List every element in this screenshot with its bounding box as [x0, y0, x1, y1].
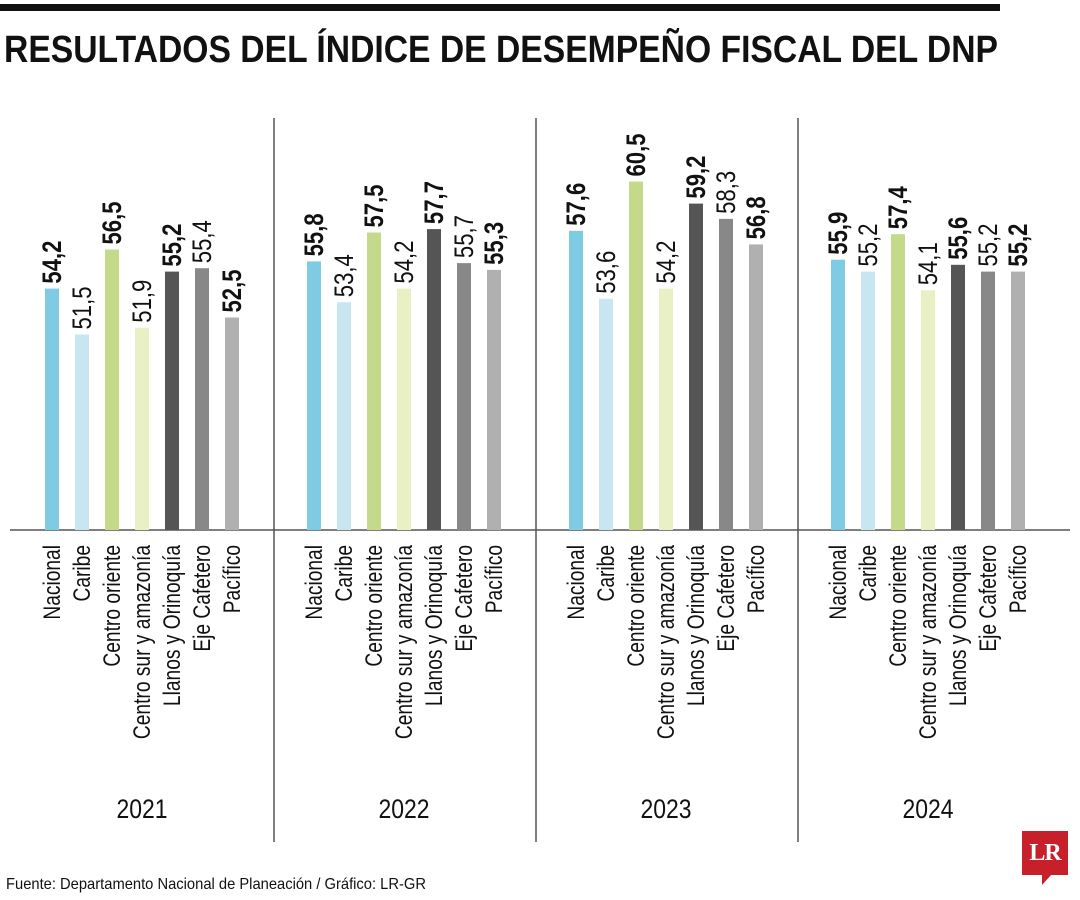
- data-label: 55,2: [1004, 224, 1034, 267]
- bar-2022-4: [427, 229, 441, 530]
- source-note: Fuente: Departamento Nacional de Planeac…: [6, 876, 426, 893]
- category-label: Centro sur y amazonía: [914, 544, 942, 739]
- top-rule: [0, 4, 1000, 11]
- year-label: 2024: [902, 794, 953, 824]
- bar-2023-4: [689, 203, 703, 530]
- bar-2021-1: [75, 334, 89, 530]
- bar-2024-6: [1011, 271, 1025, 530]
- data-label: 51,9: [128, 280, 158, 323]
- data-label: 56,8: [742, 196, 772, 239]
- bar-2024-1: [861, 271, 875, 530]
- category-label: Nacional: [38, 545, 66, 620]
- data-label: 53,4: [330, 254, 360, 297]
- bar-2023-1: [599, 298, 613, 530]
- category-label: Pacífico: [218, 545, 246, 613]
- data-label: 57,6: [562, 183, 592, 226]
- data-label: 55,8: [300, 213, 330, 256]
- data-label: 54,1: [914, 242, 944, 285]
- category-label: Centro oriente: [360, 545, 388, 667]
- category-label: Nacional: [300, 545, 328, 620]
- category-label: Nacional: [824, 545, 852, 620]
- category-label: Eje Cafetero: [974, 545, 1002, 652]
- data-label: 55,4: [188, 220, 218, 263]
- bar-2021-5: [195, 268, 209, 530]
- bar-2024-3: [921, 290, 935, 530]
- data-label: 54,2: [38, 241, 68, 284]
- data-label: 57,7: [420, 181, 450, 224]
- data-label: 53,6: [592, 251, 622, 294]
- bar-2024-4: [951, 264, 965, 530]
- category-label: Caribe: [330, 545, 358, 602]
- category-label: Caribe: [854, 545, 882, 602]
- data-label: 55,2: [854, 224, 884, 267]
- category-label: Centro oriente: [98, 545, 126, 667]
- bar-2021-4: [165, 271, 179, 530]
- bar-2022-5: [457, 263, 471, 530]
- data-label: 51,5: [68, 286, 98, 329]
- data-label: 57,5: [360, 184, 390, 227]
- category-label: Caribe: [592, 545, 620, 602]
- data-label: 54,2: [652, 241, 682, 284]
- data-label: 52,5: [218, 269, 248, 312]
- data-label: 55,3: [480, 222, 510, 265]
- data-label: 55,2: [974, 224, 1004, 267]
- bar-2022-3: [397, 288, 411, 530]
- category-label: Centro oriente: [884, 545, 912, 667]
- category-label: Pacífico: [1004, 545, 1032, 613]
- data-label: 55,6: [944, 217, 974, 260]
- category-label: Llanos y Orinoquía: [944, 544, 972, 706]
- category-label: Centro sur y amazonía: [390, 544, 418, 739]
- data-label: 59,2: [682, 156, 712, 199]
- category-label: Centro sur y amazonía: [652, 544, 680, 739]
- data-label: 58,3: [712, 171, 742, 214]
- bar-2024-5: [981, 271, 995, 530]
- category-label: Eje Cafetero: [712, 545, 740, 652]
- bar-2021-3: [135, 327, 149, 530]
- data-label: 55,2: [158, 224, 188, 267]
- bar-2022-1: [337, 302, 351, 530]
- bar-2022-0: [307, 261, 321, 530]
- year-label: 2023: [640, 794, 691, 824]
- category-label: Llanos y Orinoquía: [158, 544, 186, 706]
- category-label: Centro oriente: [622, 545, 650, 667]
- category-label: Pacífico: [480, 545, 508, 613]
- category-label: Llanos y Orinoquía: [420, 544, 448, 706]
- year-label: 2021: [116, 794, 167, 824]
- lr-logo: LR: [1022, 831, 1068, 885]
- data-label: 54,2: [390, 241, 420, 284]
- chart-title: RESULTADOS DEL ÍNDICE DE DESEMPEÑO FISCA…: [4, 27, 998, 71]
- category-label: Caribe: [68, 545, 96, 602]
- bar-2021-2: [105, 249, 119, 530]
- bar-2023-2: [629, 181, 643, 530]
- bar-2023-0: [569, 230, 583, 531]
- bar-2023-6: [749, 244, 763, 530]
- category-label: Llanos y Orinoquía: [682, 544, 710, 706]
- data-label: 55,7: [450, 215, 480, 258]
- category-label: Centro sur y amazonía: [128, 544, 156, 739]
- bar-2024-0: [831, 259, 845, 530]
- category-label: Nacional: [562, 545, 590, 620]
- bar-2023-3: [659, 288, 673, 530]
- category-label: Eje Cafetero: [188, 545, 216, 652]
- data-label: 60,5: [622, 133, 652, 176]
- bar-2021-6: [225, 317, 239, 530]
- data-label: 55,9: [824, 212, 854, 255]
- data-label: 56,5: [98, 201, 128, 244]
- bar-2022-6: [487, 269, 501, 530]
- category-label: Eje Cafetero: [450, 545, 478, 652]
- bar-2024-2: [891, 234, 905, 530]
- data-label: 57,4: [884, 186, 914, 229]
- bar-2021-0: [45, 288, 59, 530]
- bar-2023-5: [719, 218, 733, 530]
- category-label: Pacífico: [742, 545, 770, 613]
- year-label: 2022: [378, 794, 429, 824]
- bar-2022-2: [367, 232, 381, 530]
